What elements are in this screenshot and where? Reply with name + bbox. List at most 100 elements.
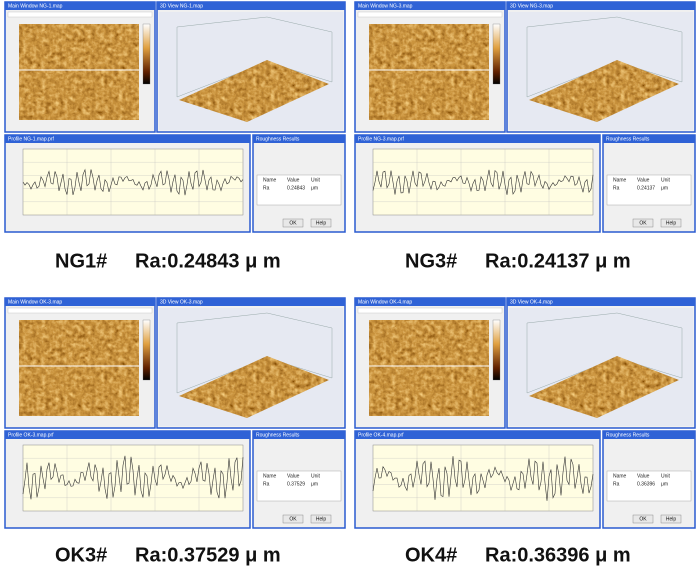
view-window: 3D View NG-3.map	[506, 1, 696, 133]
profile-curve	[372, 456, 594, 501]
ra-value: 0.24137	[637, 185, 655, 191]
button-label: Help	[666, 221, 677, 227]
results-table	[606, 470, 692, 502]
ra-value: 0.37529	[287, 481, 305, 487]
title-bar	[157, 298, 345, 306]
profile-curve	[22, 168, 244, 196]
panel: Main Window NG-1.map 3D View NG-1.map Prof…	[4, 1, 346, 233]
button-label: Help	[666, 517, 677, 523]
ra-value: 0.36396	[637, 481, 655, 487]
button-label: OK	[289, 221, 297, 227]
table-header: Name	[263, 177, 277, 183]
afm-image	[369, 320, 489, 416]
table-header: Value	[637, 177, 650, 183]
param-name: Ra	[263, 185, 270, 191]
path-bar	[357, 11, 503, 18]
color-bar	[492, 319, 501, 381]
surface-3d	[179, 356, 329, 418]
window-title: Main Window NG-3.map	[358, 4, 413, 10]
color-bar	[142, 23, 151, 85]
button	[632, 218, 654, 228]
surface-3d	[529, 60, 679, 122]
title-bar	[355, 135, 600, 143]
surface-3d	[529, 356, 679, 418]
results-table	[256, 174, 342, 206]
sample-label: OK4#	[405, 544, 457, 566]
roughness-window: Roughness Results Name Value Unit Ra 0.36396 μ…	[602, 430, 696, 529]
table-header: Value	[287, 473, 300, 479]
roughness-window: Roughness Results Name Value Unit Ra 0.37529 μ…	[252, 430, 346, 529]
title-bar	[253, 431, 345, 439]
table-header: Unit	[311, 177, 321, 183]
title-bar	[355, 2, 505, 10]
button	[310, 514, 332, 524]
button-label: Help	[316, 221, 327, 227]
button	[310, 218, 332, 228]
param-name: Ra	[613, 185, 620, 191]
title-bar	[355, 431, 600, 439]
unit: μm	[311, 185, 318, 191]
window-title: Main Window NG-1.map	[8, 4, 63, 10]
roughness-window: Roughness Results Name Value Unit Ra 0.24843 μ…	[252, 134, 346, 233]
window-title: Roughness Results	[606, 137, 650, 143]
table-header: Name	[263, 473, 277, 479]
title-bar	[5, 298, 155, 306]
title-bar	[5, 2, 155, 10]
window-title: Main Window OK-4.map	[358, 300, 412, 306]
title-bar	[603, 135, 695, 143]
button-label: Help	[316, 517, 327, 523]
sample-label: NG1#	[55, 250, 107, 272]
title-bar	[5, 431, 250, 439]
main-window: Main Window NG-1.map	[4, 1, 156, 133]
window-title: 3D View NG-1.map	[160, 4, 203, 10]
profile-window: Profile OK-4.map.prf	[354, 430, 601, 529]
ra-value: 0.24843	[287, 185, 305, 191]
button-label: OK	[639, 221, 647, 227]
param-name: Ra	[263, 481, 270, 487]
window-title: Roughness Results	[256, 433, 300, 439]
unit: μm	[311, 481, 318, 487]
title-bar	[507, 2, 695, 10]
ra-caption: Ra:0.37529 μ m	[135, 544, 281, 566]
window-title: Profile OK-4.map.prf	[358, 433, 404, 439]
window-title: Main Window OK-3.map	[8, 300, 62, 306]
plot-area	[22, 148, 244, 216]
window-title: 3D View NG-3.map	[510, 4, 553, 10]
profile-curve	[372, 169, 594, 195]
window-title: 3D View OK-4.map	[510, 300, 553, 306]
results-table	[606, 174, 692, 206]
view-window: 3D View OK-3.map	[156, 297, 346, 429]
button	[632, 514, 654, 524]
main-window: Main Window NG-3.map	[354, 1, 506, 133]
title-bar	[355, 298, 505, 306]
window-title: Profile NG-3.map.prf	[358, 137, 404, 143]
ra-caption: Ra:0.24137 μ m	[485, 250, 631, 272]
sample-label: OK3#	[55, 544, 107, 566]
table-header: Value	[287, 177, 300, 183]
results-table	[256, 470, 342, 502]
unit: μm	[661, 481, 668, 487]
window-title: Roughness Results	[256, 137, 300, 143]
ra-caption: Ra:0.36396 μ m	[485, 544, 631, 566]
sample-label: NG3#	[405, 250, 457, 272]
button	[660, 218, 682, 228]
button-label: OK	[639, 517, 647, 523]
path-bar	[357, 307, 503, 314]
title-bar	[5, 135, 250, 143]
panel: Main Window NG-3.map 3D View NG-3.map Prof…	[354, 1, 696, 233]
profile-window: Profile OK-3.map.prf	[4, 430, 251, 529]
button	[660, 514, 682, 524]
view-window: 3D View OK-4.map	[506, 297, 696, 429]
profile-window: Profile NG-3.map.prf	[354, 134, 601, 233]
param-name: Ra	[613, 481, 620, 487]
window-title: 3D View OK-3.map	[160, 300, 203, 306]
panel: Main Window OK-3.map 3D View OK-3.map Prof…	[4, 297, 346, 529]
roughness-window: Roughness Results Name Value Unit Ra 0.24137 μ…	[602, 134, 696, 233]
path-bar	[7, 11, 153, 18]
table-header: Name	[613, 473, 627, 479]
unit: μm	[661, 185, 668, 191]
path-bar	[7, 307, 153, 314]
afm-image	[19, 320, 139, 416]
table-header: Name	[613, 177, 627, 183]
color-bar	[492, 23, 501, 85]
